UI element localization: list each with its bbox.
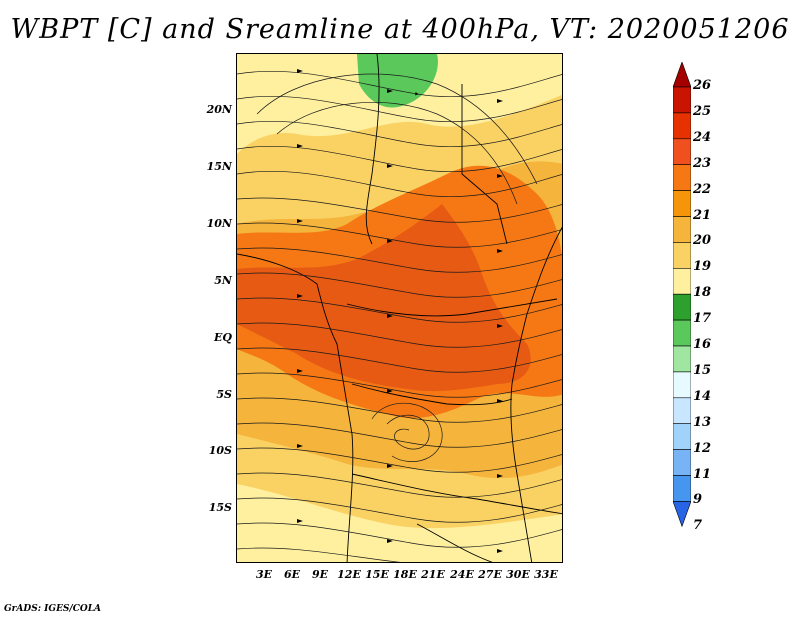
colorbar-swatch [673,423,691,450]
colorbar-level-label: 17 [693,311,712,327]
colorbar-level-label: 26 [693,78,712,93]
colorbar-swatch [673,216,691,243]
streamlines [237,70,562,562]
colorbar-level-label: 13 [693,414,712,430]
colorbar-level-label: 22 [693,181,712,197]
lat-label: 10N [206,217,232,230]
colorbar-level-label: 12 [693,440,712,456]
grads-credit: GrADS: IGES/COLA [4,604,102,614]
colorbar-level-label: 14 [693,388,712,404]
colorbar-swatch [673,190,691,217]
colorbar-swatch [673,319,691,347]
lat-label: 20N [206,103,232,116]
lon-label: 21E [421,568,445,581]
colorbar-level-label: 7 [693,518,703,534]
map-panel [236,53,563,563]
lon-label: 27E [478,568,502,581]
colorbar-level-label: 25 [693,103,712,119]
colorbar-swatch [673,138,691,166]
lat-label: 5N [214,274,232,287]
streamline-arrows [297,69,503,553]
colorbar-level-label: 24 [693,129,712,145]
colorbar-level-label: 11 [693,466,712,482]
lon-label: 3E [255,568,273,581]
field-18-19-south [237,484,562,562]
lat-label: 15S [208,501,232,514]
colorbar-swatch [673,345,691,373]
colorbar-level-label: 20 [693,233,712,249]
colorbar-swatch [673,475,691,502]
colorbar-swatch [673,268,691,295]
colorbar-level-label: 23 [693,155,712,171]
lon-label: 18E [393,568,417,581]
lon-label: 30E [506,568,530,581]
lat-label: 5S [216,388,232,401]
colorbar-level-label: 16 [693,337,712,352]
colorbar-level-label: 21 [693,207,712,223]
wbpt-field-map [237,54,562,562]
colorbar-level-label: 9 [693,492,703,508]
colorbar-level-label: 19 [693,259,712,275]
lon-label: 15E [365,568,389,581]
colorbar-swatch [673,371,691,399]
colorbar-swatch [673,293,691,321]
colorbar-top-arrow [673,62,691,88]
lon-label: 6E [283,568,301,581]
field-23-24-core [237,204,531,392]
lon-label: 9E [311,568,329,581]
lat-label: EQ [214,331,232,344]
colorbar-swatch [673,449,691,476]
colorbar-swatch [673,112,691,140]
lon-label: 24E [450,568,474,581]
lat-label: 15N [206,160,232,173]
colorbar-swatch [673,397,691,424]
lon-label: 33E [534,568,558,581]
colorbar-bottom-arrow [673,501,691,528]
colorbar-swatch [673,242,691,269]
lat-label: 10S [208,444,232,457]
colorbar-swatch [673,164,691,191]
chart-title: WBPT [C] and Sreamline at 400hPa, VT: 20… [10,14,790,45]
colorbar-level-label: 18 [693,285,712,301]
lon-label: 12E [337,568,361,581]
colorbar-level-label: 15 [693,362,712,378]
colorbar-swatch [673,86,691,114]
colorbar [673,62,691,528]
